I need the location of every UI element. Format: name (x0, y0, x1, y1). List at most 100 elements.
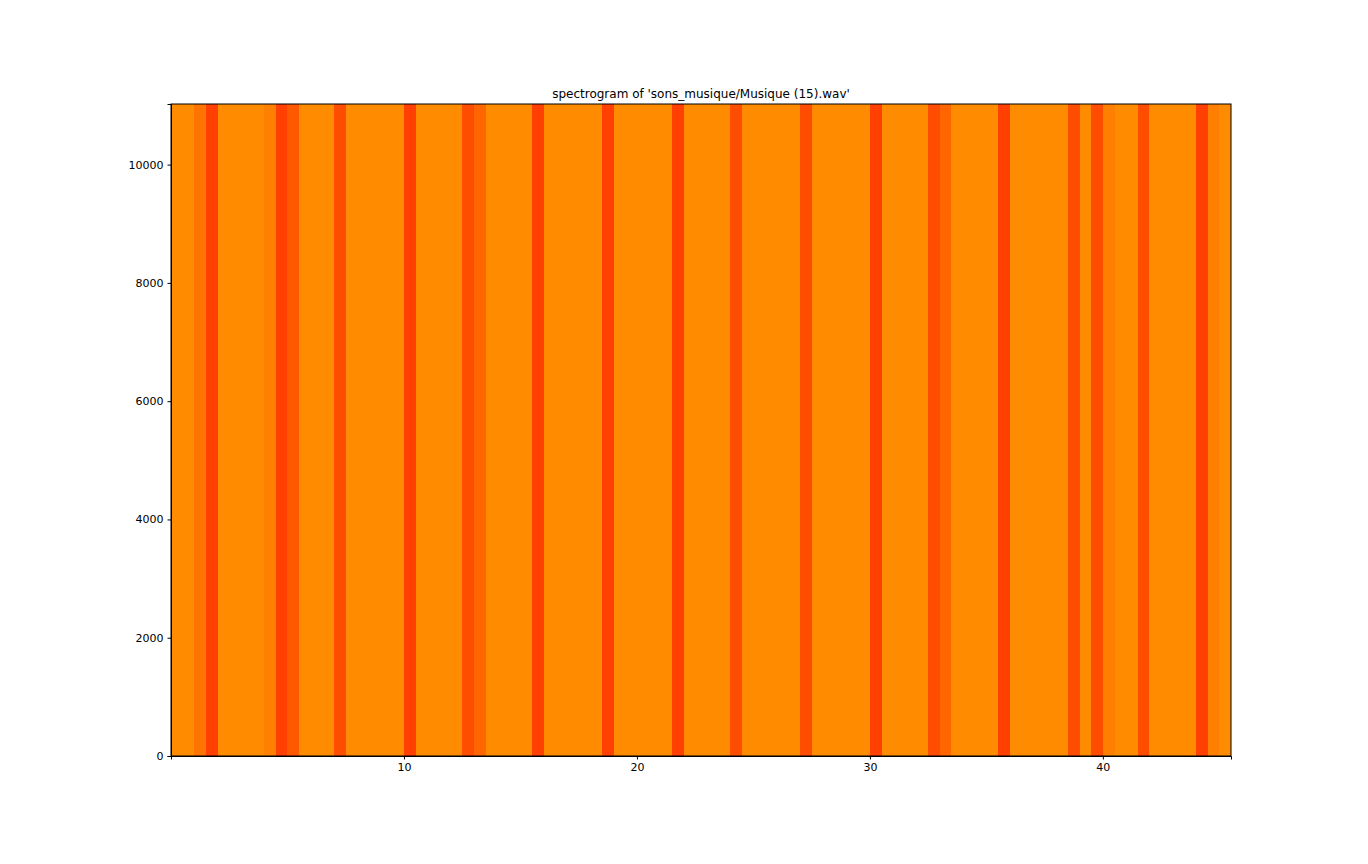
x-tick: 10 (397, 756, 411, 774)
y-tick: 8000 (136, 277, 172, 290)
heatmap-cell (672, 104, 684, 756)
heatmap-cell (1219, 104, 1231, 756)
heatmap-cell (986, 104, 998, 756)
heatmap-cell (870, 104, 882, 756)
heatmap-cell (614, 104, 626, 756)
heatmap-cell (1091, 104, 1103, 756)
heatmap-cell (718, 104, 730, 756)
y-tick: 4000 (136, 513, 172, 526)
heatmap-cell (1149, 104, 1161, 756)
heatmap-cell (253, 104, 265, 756)
heatmap-cell (264, 104, 276, 756)
y-tick: 6000 (136, 395, 172, 408)
heatmap-cell (1045, 104, 1057, 756)
heatmap-cell (765, 104, 777, 756)
x-axis-line (172, 757, 1232, 760)
heatmap-cell (882, 104, 894, 756)
x-tick-mark (1103, 756, 1104, 760)
heatmap-cell (416, 104, 428, 756)
heatmap-cell (439, 104, 451, 756)
heatmap-cell (1033, 104, 1045, 756)
x-tick-mark (637, 756, 638, 760)
heatmap-cell (916, 104, 928, 756)
chart: 10 20 30 40 0 2000 4000 6000 8000 10000 spectrogra… (0, 0, 1368, 864)
heatmap-cell (835, 104, 847, 756)
x-tick-label: 10 (397, 761, 411, 774)
heatmap-cell (975, 104, 987, 756)
heatmap-cell (1126, 104, 1138, 756)
y-tick-label: 0 (157, 750, 164, 763)
heatmap-cell (1115, 104, 1127, 756)
heatmap-cell (509, 104, 521, 756)
y-tick-label: 6000 (136, 395, 164, 408)
heatmap-cell (369, 104, 381, 756)
y-tick-label: 10000 (129, 159, 164, 172)
x-tick: 20 (630, 756, 644, 774)
heatmap-cell (590, 104, 602, 756)
heatmap-cell (823, 104, 835, 756)
heatmap-cell (520, 104, 532, 756)
heatmap-cell (579, 104, 591, 756)
y-tick-mark (168, 165, 172, 166)
heatmap-cell (206, 104, 218, 756)
heatmap-cell (940, 104, 952, 756)
x-tick: 30 (863, 756, 877, 774)
y-tick-label: 2000 (136, 632, 164, 645)
plot-frame (171, 104, 1231, 756)
heatmap-cell (322, 104, 334, 756)
heatmap-cell (858, 104, 870, 756)
x-tick-label: 40 (1096, 761, 1110, 774)
heatmap-cell (567, 104, 579, 756)
title: spectrogram of 'sons_musique/Musique (15… (552, 87, 850, 101)
y-tick-mark (168, 638, 172, 639)
heatmap-cell (1196, 104, 1208, 756)
heatmap-cell (928, 104, 940, 756)
heatmap-cell (229, 104, 241, 756)
heatmap-cell (287, 104, 299, 756)
heatmap-cell (602, 104, 614, 756)
heatmap-cell (695, 104, 707, 756)
heatmap-cell (800, 104, 812, 756)
heatmap-cell (299, 104, 311, 756)
heatmap-cell (777, 104, 789, 756)
heatmap-cell (637, 104, 649, 756)
heatmap-cell (1068, 104, 1080, 756)
heatmap-cell (660, 104, 672, 756)
plot: 10 20 30 40 0 2000 4000 6000 8000 10000 (129, 104, 1232, 774)
y-tick: 2000 (136, 632, 172, 645)
x-axis: 10 20 30 40 (172, 756, 1232, 774)
heatmap-cell (905, 104, 917, 756)
x-tick-mark (404, 756, 405, 760)
heatmap-cell (1103, 104, 1115, 756)
heatmap-cell (998, 104, 1010, 756)
heatmap-cell (532, 104, 544, 756)
cells (171, 104, 1231, 756)
heatmap-cell (847, 104, 859, 756)
heatmap-cell (788, 104, 800, 756)
heatmap-cell (218, 104, 230, 756)
x-tick: 40 (1096, 756, 1110, 774)
heatmap-cell (1208, 104, 1220, 756)
heatmap-cell (893, 104, 905, 756)
heatmap-cell (392, 104, 404, 756)
heatmap-cell (1080, 104, 1092, 756)
y-axis: 0 2000 4000 6000 8000 10000 (129, 105, 172, 764)
heatmap-cell (1161, 104, 1173, 756)
heatmap-cell (1056, 104, 1068, 756)
x-tick-label: 30 (863, 761, 877, 774)
y-tick-label: 8000 (136, 277, 164, 290)
heatmap-cell (171, 104, 183, 756)
heatmap-cell (183, 104, 195, 756)
heatmap-cell (427, 104, 439, 756)
y-tick-label: 4000 (136, 513, 164, 526)
heatmap-cell (963, 104, 975, 756)
heatmap-cell (194, 104, 206, 756)
heatmap-cell (486, 104, 498, 756)
heatmap-cell (381, 104, 393, 756)
heatmap-cell (451, 104, 463, 756)
heatmap-cell (555, 104, 567, 756)
heatmap-cell (346, 104, 358, 756)
heatmap-cell (311, 104, 323, 756)
heatmap-cell (334, 104, 346, 756)
heatmap-cell (1021, 104, 1033, 756)
